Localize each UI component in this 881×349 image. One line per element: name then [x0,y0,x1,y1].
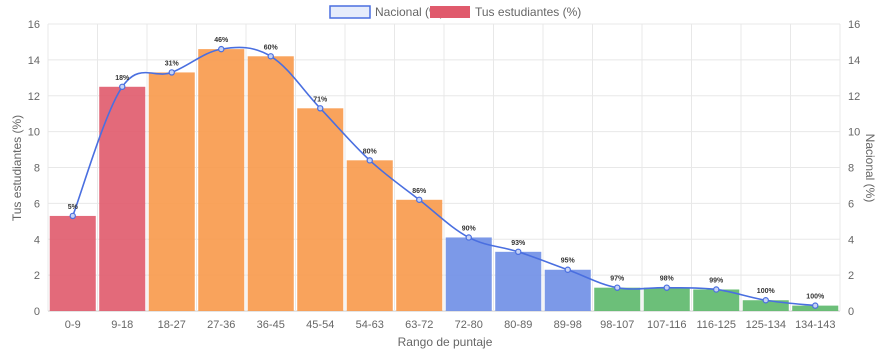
legend: Nacional (%) Tus estudiantes (%) [329,5,581,19]
cumulative-label: 18% [115,75,130,82]
cumulative-label: 71% [313,96,328,103]
cumulative-label: 100% [806,294,825,301]
bar [198,49,245,312]
x-tick-label: 89-98 [554,319,582,331]
cumulative-label: 80% [363,148,378,155]
y2-tick-label: 2 [848,270,854,282]
y-tick-label: 2 [34,270,40,282]
y-axis-right-title: Nacional (%) [863,134,877,203]
line-point [812,302,819,309]
cumulative-label: 5% [68,204,79,211]
x-tick-label: 18-27 [158,319,186,331]
cumulative-label: 98% [660,276,675,283]
bar [693,289,740,311]
cumulative-label: 95% [561,258,576,265]
line-point [317,105,324,112]
x-tick-label: 107-116 [647,319,687,331]
x-tick-label: 36-45 [257,319,285,331]
x-tick-label: 98-107 [600,319,634,331]
y2-tick-label: 10 [848,127,860,139]
cumulative-label: 31% [165,60,180,67]
cumulative-label: 93% [511,240,526,247]
cumulative-label: 100% [757,288,776,295]
y2-tick-label: 14 [848,55,860,67]
y-tick-label: 0 [34,306,40,318]
x-tick-label: 72-80 [455,319,483,331]
bar [396,199,443,311]
bar [594,287,641,311]
y2-tick-label: 6 [848,198,854,210]
line-point [218,45,225,53]
bar [49,215,96,311]
x-tick-label: 80-89 [504,319,532,331]
y2-tick-label: 16 [848,19,860,31]
line-point [515,248,522,256]
x-tick-label: 125-134 [746,319,786,331]
cumulative-label: 90% [462,225,477,232]
bar [247,56,294,311]
y-tick-label: 14 [28,55,40,67]
legend-item-estudiantes[interactable]: Tus estudiantes (%) [430,5,581,19]
y-axis-right-ticks: 0 2 4 6 8 10 12 14 16 [848,19,860,318]
line-point [713,286,720,293]
cumulative-label: 46% [214,37,229,44]
y-axis-left-title: Tus estudiantes (%) [10,115,24,221]
x-tick-label: 27-36 [207,319,235,331]
legend-swatch-nacional [329,5,371,19]
line-point [119,83,126,90]
line-point [762,297,769,304]
line-point [416,196,423,203]
bar-series [49,49,839,312]
bar [742,300,789,311]
x-tick-label: 54-63 [356,319,384,331]
line-point [168,69,175,76]
bar [346,160,393,311]
cumulative-label: 97% [610,276,625,283]
cumulative-label: 86% [412,188,427,195]
bar [148,72,195,312]
x-tick-label: 134-143 [795,319,835,331]
x-tick-label: 63-72 [405,319,433,331]
line-point [69,212,76,220]
y2-tick-label: 0 [848,306,854,318]
y-tick-label: 8 [34,163,40,175]
y-tick-label: 16 [28,19,40,31]
y-axis-left-ticks: 0 2 4 6 8 10 12 14 16 [28,19,40,318]
bar [495,251,542,311]
cumulative-label: 99% [709,277,724,284]
x-axis-title: Rango de puntaje [398,335,493,349]
line-point [564,266,571,273]
line-points [69,45,819,309]
legend-label-nacional: Nacional (%) [375,5,444,19]
bar [297,108,344,312]
line-point [465,234,472,241]
bar [99,86,146,311]
line-point [614,284,621,291]
legend-swatch-estudiantes [430,6,470,18]
cumulative-label: 60% [264,44,279,51]
y2-tick-label: 12 [848,91,860,103]
x-axis-ticks: 0-9 9-18 18-27 27-36 36-45 45-54 54-63 63-72 72-… [65,319,836,331]
y2-tick-label: 8 [848,163,854,175]
line-point [366,157,373,164]
y2-tick-label: 4 [848,234,854,246]
line-point [267,53,274,60]
cumulative-labels: 5% 18% 31% 46% 60% 71% 80% 86% 90% 93% 95% 97% 98% 99… [68,37,825,301]
x-tick-label: 9-18 [111,319,133,331]
legend-label-estudiantes: Tus estudiantes (%) [475,5,581,19]
bar [445,237,492,311]
x-tick-label: 116-125 [696,319,736,331]
y-tick-label: 4 [34,234,40,246]
x-tick-label: 45-54 [306,319,334,331]
y-tick-label: 6 [34,198,40,210]
line-point [663,284,670,291]
legend-item-nacional[interactable]: Nacional (%) [329,5,444,19]
bar [643,287,690,311]
y-tick-label: 10 [28,127,40,139]
y-tick-label: 12 [28,91,40,103]
x-tick-label: 0-9 [65,319,81,331]
